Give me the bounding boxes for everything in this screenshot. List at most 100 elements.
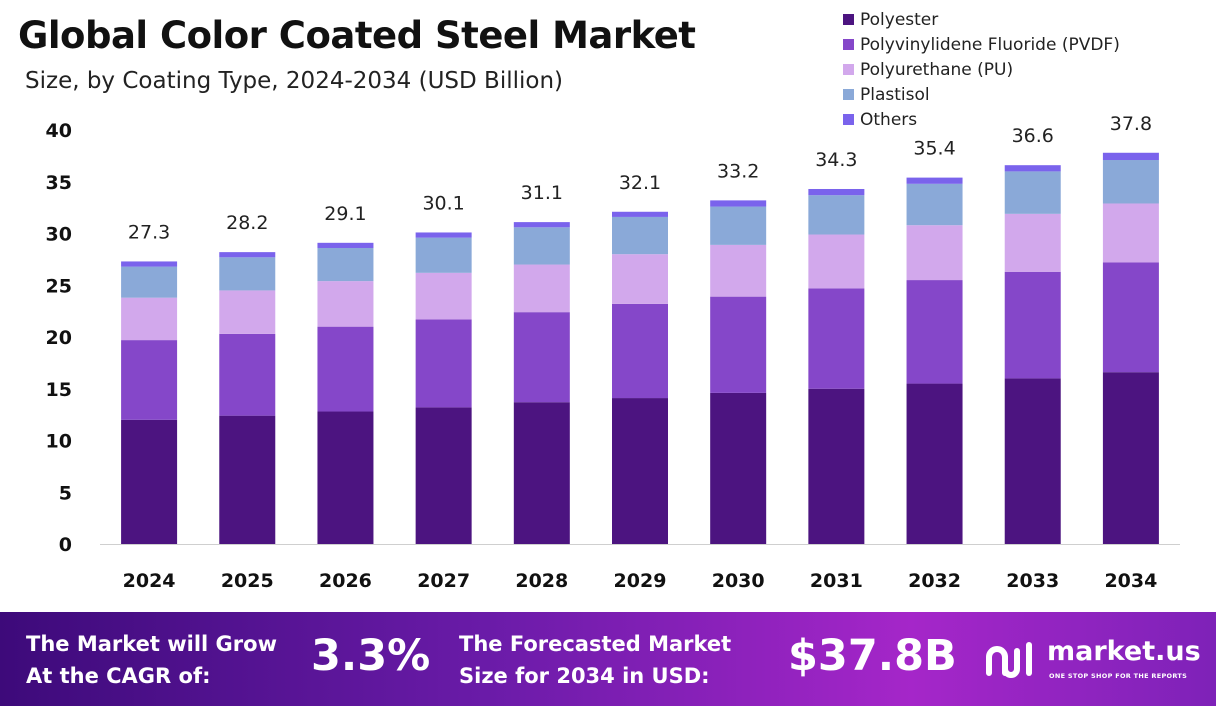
bar-polyester-2028 <box>513 402 570 544</box>
bar-others-2026 <box>317 242 374 248</box>
x-tick-label-2025: 2025 <box>221 570 274 592</box>
bar-others-2033 <box>1004 165 1061 172</box>
bar-others-2027 <box>415 232 472 238</box>
chart-plot: 051015202530354027.3202428.2202529.12026… <box>46 113 1180 592</box>
legend-swatch-polyurethane <box>843 64 854 75</box>
total-label-2026: 29.1 <box>324 203 366 225</box>
forecast-caption: The Forecasted Market Size for 2034 in U… <box>459 628 731 692</box>
bar-others-2025 <box>219 252 276 258</box>
bar-plastisol-2025 <box>219 257 276 291</box>
bar-polyester-2031 <box>808 388 865 544</box>
bar-polyvinylidene-fluoride-pvdf-2034 <box>1102 262 1159 373</box>
x-tick-label-2030: 2030 <box>712 570 765 592</box>
y-tick-label-15: 15 <box>46 379 72 401</box>
bar-polyvinylidene-fluoride-pvdf-2026 <box>317 326 374 412</box>
brand-name: market.us <box>1047 636 1201 667</box>
bar-polyester-2034 <box>1102 372 1159 544</box>
bar-plastisol-2032 <box>906 183 963 226</box>
bar-others-2031 <box>808 188 865 196</box>
bar-polyurethane-pu-2027 <box>415 272 472 320</box>
legend: Polyester Polyvinylidene Fluoride (PVDF)… <box>843 7 1120 132</box>
bar-polyester-2029 <box>612 398 668 544</box>
bar-polyvinylidene-fluoride-pvdf-2025 <box>219 333 276 416</box>
bar-polyurethane-pu-2034 <box>1102 203 1159 263</box>
bar-plastisol-2024 <box>121 266 178 298</box>
bar-plastisol-2029 <box>612 216 668 255</box>
bar-polyester-2025 <box>219 415 276 544</box>
total-label-2027: 30.1 <box>422 192 464 214</box>
x-tick-label-2031: 2031 <box>810 570 863 592</box>
x-tick-label-2029: 2029 <box>614 570 667 592</box>
bar-polyvinylidene-fluoride-pvdf-2031 <box>808 288 865 389</box>
bar-polyurethane-pu-2028 <box>513 264 570 313</box>
bar-polyurethane-pu-2025 <box>219 290 276 334</box>
bar-plastisol-2027 <box>415 237 472 273</box>
x-tick-label-2026: 2026 <box>319 570 372 592</box>
y-tick-label-25: 25 <box>46 275 72 297</box>
bar-polyvinylidene-fluoride-pvdf-2033 <box>1004 271 1061 379</box>
footer-banner: The Market will Grow At the CAGR of: 3.3… <box>0 612 1216 706</box>
total-label-2031: 34.3 <box>815 149 857 171</box>
bar-polyvinylidene-fluoride-pvdf-2029 <box>612 303 668 399</box>
bar-others-2032 <box>906 177 963 184</box>
x-tick-label-2034: 2034 <box>1104 570 1157 592</box>
bar-plastisol-2031 <box>808 195 865 235</box>
bar-plastisol-2028 <box>513 227 570 265</box>
bar-polyester-2030 <box>710 392 767 544</box>
legend-label-polyurethane: Polyurethane (PU) <box>860 59 1014 80</box>
y-tick-label-0: 0 <box>59 534 72 556</box>
x-tick-label-2024: 2024 <box>123 570 176 592</box>
y-tick-label-10: 10 <box>46 431 72 453</box>
bar-polyurethane-pu-2032 <box>906 225 963 281</box>
y-tick-label-20: 20 <box>46 327 72 349</box>
legend-label-polyester: Polyester <box>860 9 939 30</box>
bar-polyurethane-pu-2031 <box>808 234 865 289</box>
forecast-caption-line2: Size for 2034 in USD: <box>459 664 710 688</box>
total-label-2030: 33.2 <box>717 160 759 182</box>
x-tick-label-2033: 2033 <box>1006 570 1059 592</box>
bar-polyurethane-pu-2024 <box>121 297 178 341</box>
legend-item-others: Others <box>843 107 1120 132</box>
bar-plastisol-2030 <box>710 206 767 245</box>
bar-others-2034 <box>1102 152 1159 161</box>
legend-item-plastisol: Plastisol <box>843 82 1120 107</box>
legend-label-pvdf: Polyvinylidene Fluoride (PVDF) <box>860 34 1120 55</box>
bar-plastisol-2034 <box>1102 160 1159 204</box>
bar-polyurethane-pu-2033 <box>1004 213 1061 272</box>
cagr-value: 3.3% <box>311 631 431 681</box>
legend-item-polyurethane: Polyurethane (PU) <box>843 57 1120 82</box>
bar-polyurethane-pu-2030 <box>710 244 767 297</box>
total-label-2033: 36.6 <box>1012 125 1054 147</box>
total-label-2032: 35.4 <box>913 138 955 160</box>
cagr-caption: The Market will Grow At the CAGR of: <box>26 628 277 692</box>
brand-logo-icon <box>986 642 1032 678</box>
bar-polyvinylidene-fluoride-pvdf-2028 <box>513 312 570 403</box>
legend-item-pvdf: Polyvinylidene Fluoride (PVDF) <box>843 32 1120 57</box>
bar-polyvinylidene-fluoride-pvdf-2024 <box>121 340 178 420</box>
brand-tagline: ONE STOP SHOP FOR THE REPORTS <box>1049 672 1188 680</box>
total-label-2034: 37.8 <box>1110 113 1152 135</box>
x-tick-label-2032: 2032 <box>908 570 961 592</box>
chart-subtitle: Size, by Coating Type, 2024-2034 (USD Bi… <box>25 68 563 94</box>
bar-plastisol-2026 <box>317 247 374 282</box>
bar-others-2024 <box>121 261 178 267</box>
forecast-value: $37.8B <box>788 631 957 681</box>
legend-swatch-polyester <box>843 14 854 25</box>
legend-item-polyester: Polyester <box>843 7 1120 32</box>
y-tick-label-40: 40 <box>46 120 72 142</box>
bar-plastisol-2033 <box>1004 171 1061 214</box>
legend-swatch-others <box>843 114 854 125</box>
bar-polyvinylidene-fluoride-pvdf-2032 <box>906 280 963 384</box>
bar-others-2030 <box>710 200 767 207</box>
total-label-2025: 28.2 <box>226 212 268 234</box>
x-tick-label-2027: 2027 <box>417 570 470 592</box>
y-tick-label-30: 30 <box>46 224 72 246</box>
bar-others-2029 <box>612 211 668 217</box>
total-label-2024: 27.3 <box>128 221 170 243</box>
bar-polyester-2027 <box>415 407 472 544</box>
legend-swatch-pvdf <box>843 39 854 50</box>
chart-title: Global Color Coated Steel Market <box>18 14 696 57</box>
total-label-2028: 31.1 <box>521 182 563 204</box>
bar-polyurethane-pu-2026 <box>317 281 374 327</box>
bar-polyvinylidene-fluoride-pvdf-2027 <box>415 319 472 408</box>
